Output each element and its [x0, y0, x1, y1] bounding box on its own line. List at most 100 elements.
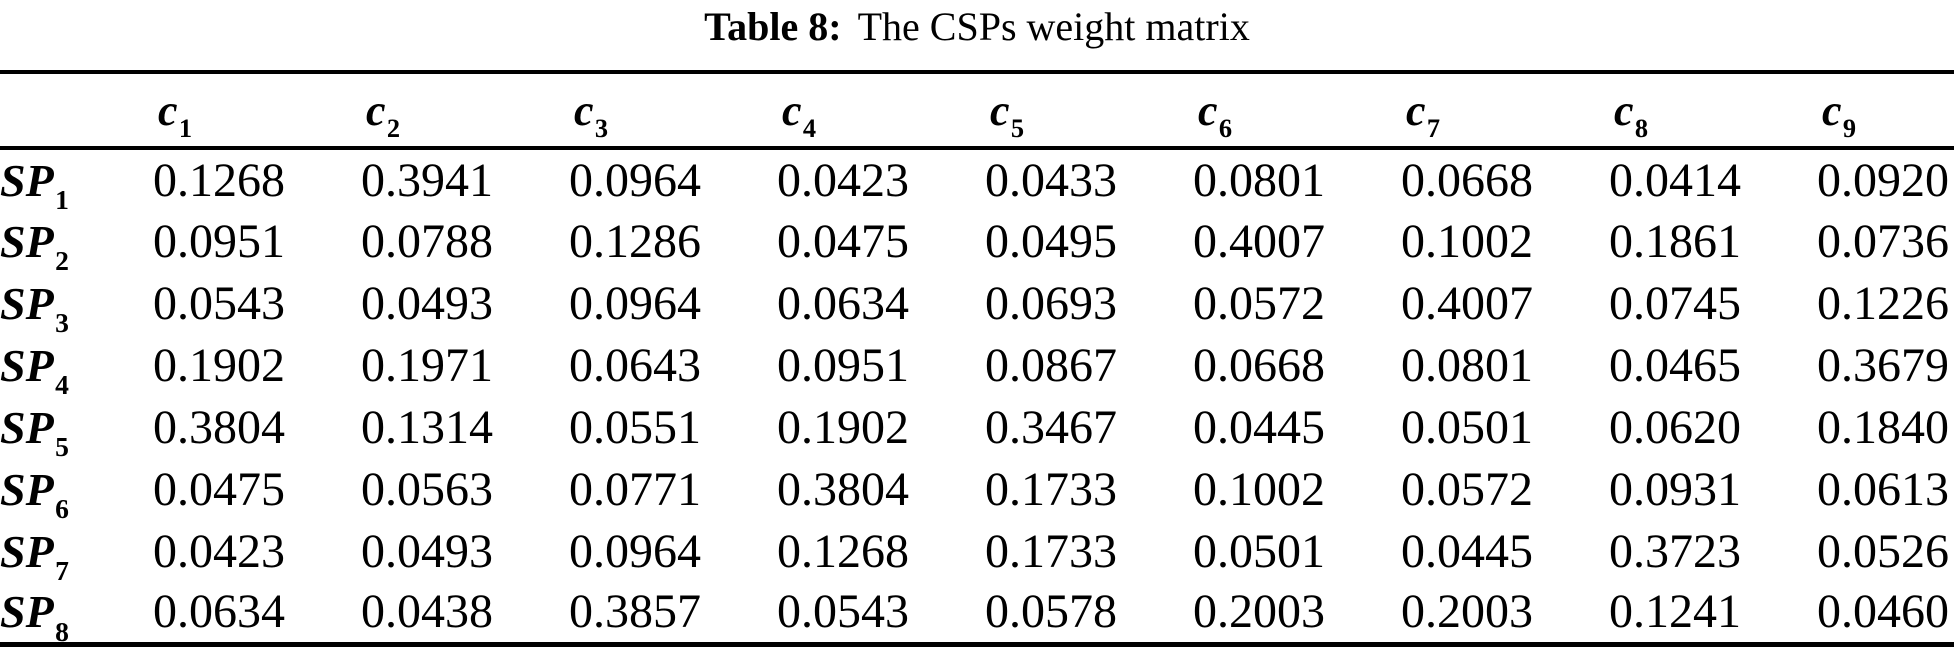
matrix-cell: 0.2003	[1193, 585, 1325, 639]
row-label-SP4: SP4	[0, 339, 69, 400]
matrix-cell: 0.0964	[569, 276, 701, 330]
matrix-cell: 0.0867	[985, 338, 1117, 392]
table-row-SP8: SP8 0.0634 0.0438 0.3857 0.0543 0.0578 0.2003 0…	[0, 582, 1954, 647]
matrix-cell: 0.0745	[1609, 276, 1741, 330]
matrix-cell: 0.1971	[361, 338, 493, 392]
column-header-c4: c4	[782, 85, 817, 144]
matrix-cell: 0.0634	[777, 276, 909, 330]
matrix-cell: 0.1733	[985, 462, 1117, 516]
column-header-c9: c9	[1822, 85, 1857, 144]
matrix-cell: 0.0951	[777, 338, 909, 392]
matrix-cell: 0.0423	[153, 524, 285, 578]
column-header-c8: c8	[1614, 85, 1649, 144]
matrix-cell: 0.0543	[153, 276, 285, 330]
matrix-cell: 0.3723	[1609, 524, 1741, 578]
matrix-cell: 0.0495	[985, 214, 1117, 268]
matrix-cell: 0.0414	[1609, 153, 1741, 207]
matrix-cell: 0.4007	[1193, 214, 1325, 268]
matrix-body: SP1 0.1268 0.3941 0.0964 0.0423 0.0433 0.0801 0…	[0, 148, 1954, 647]
matrix-cell: 0.0433	[985, 153, 1117, 207]
matrix-cell: 0.3941	[361, 153, 493, 207]
table-caption: Table 8: The CSPs weight matrix	[0, 0, 1954, 52]
table-row-SP2: SP2 0.0951 0.0788 0.1286 0.0475 0.0495 0.4007 0…	[0, 210, 1954, 276]
matrix-cell: 0.3804	[153, 400, 285, 454]
matrix-cell: 0.3467	[985, 400, 1117, 454]
matrix-cell: 0.1002	[1401, 214, 1533, 268]
matrix-cell: 0.0931	[1609, 462, 1741, 516]
row-label-SP8: SP8	[0, 586, 69, 647]
matrix-cell: 0.0801	[1401, 338, 1533, 392]
table-row-SP6: SP6 0.0475 0.0563 0.0771 0.3804 0.1733 0.1002 0…	[0, 458, 1954, 524]
row-label-SP1: SP1	[0, 154, 69, 215]
matrix-cell: 0.0526	[1817, 524, 1949, 578]
table-caption-text: The CSPs weight matrix	[857, 4, 1250, 49]
matrix-cell: 0.3804	[777, 462, 909, 516]
matrix-cell: 0.0572	[1401, 462, 1533, 516]
corner-cell	[0, 72, 153, 148]
matrix-cell: 0.0475	[777, 214, 909, 268]
column-header-c7: c7	[1406, 85, 1441, 144]
column-header-c2: c2	[366, 85, 401, 144]
matrix-cell: 0.0951	[153, 214, 285, 268]
matrix-cell: 0.4007	[1401, 276, 1533, 330]
table-row-SP7: SP7 0.0423 0.0493 0.0964 0.1268 0.1733 0.0501 0…	[0, 520, 1954, 585]
row-label-SP2: SP2	[0, 215, 69, 276]
matrix-cell: 0.0445	[1193, 400, 1325, 454]
matrix-cell: 0.0460	[1817, 585, 1949, 639]
matrix-cell: 0.1733	[985, 524, 1117, 578]
matrix-cell: 0.1902	[777, 400, 909, 454]
matrix-cell: 0.0668	[1401, 153, 1533, 207]
matrix-cell: 0.0563	[361, 462, 493, 516]
matrix-cell: 0.1314	[361, 400, 493, 454]
matrix-cell: 0.1840	[1817, 400, 1949, 454]
matrix-cell: 0.0493	[361, 524, 493, 578]
matrix-cell: 0.1268	[153, 153, 285, 207]
column-header-c5: c5	[990, 85, 1025, 144]
matrix-cell: 0.0620	[1609, 400, 1741, 454]
matrix-cell: 0.0475	[153, 462, 285, 516]
matrix-header: c1 c2 c3 c4 c5 c6 c7 c8 c9	[0, 72, 1954, 148]
row-label-SP3: SP3	[0, 277, 69, 338]
table-row-SP5: SP5 0.3804 0.1314 0.0551 0.1902 0.3467 0.0445 0…	[0, 396, 1954, 461]
matrix-cell: 0.0423	[777, 153, 909, 207]
matrix-header-row: c1 c2 c3 c4 c5 c6 c7 c8 c9	[0, 72, 1954, 148]
matrix-cell: 0.0613	[1817, 462, 1949, 516]
matrix-cell: 0.0634	[153, 585, 285, 639]
matrix-cell: 0.1286	[569, 214, 701, 268]
row-label-SP6: SP6	[0, 463, 69, 524]
table-row-SP4: SP4 0.1902 0.1971 0.0643 0.0951 0.0867 0.0668 0…	[0, 334, 1954, 400]
matrix-cell: 0.1241	[1609, 585, 1741, 639]
matrix-cell: 0.0572	[1193, 276, 1325, 330]
matrix-cell: 0.0578	[985, 585, 1117, 639]
matrix-cell: 0.1902	[153, 338, 285, 392]
matrix-cell: 0.0788	[361, 214, 493, 268]
column-header-c1: c1	[158, 85, 193, 144]
matrix-cell: 0.0693	[985, 276, 1117, 330]
table-row-SP3: SP3 0.0543 0.0493 0.0964 0.0634 0.0693 0.0572 0…	[0, 272, 1954, 338]
matrix-cell: 0.2003	[1401, 585, 1533, 639]
matrix-cell: 0.0771	[569, 462, 701, 516]
matrix-cell: 0.1226	[1817, 276, 1949, 330]
matrix-cell: 0.0551	[569, 400, 701, 454]
matrix-cell: 0.0465	[1609, 338, 1741, 392]
matrix-cell: 0.3679	[1817, 338, 1949, 392]
matrix-cell: 0.0643	[569, 338, 701, 392]
matrix-cell: 0.0736	[1817, 214, 1949, 268]
matrix-cell: 0.0501	[1193, 524, 1325, 578]
table-row-SP1: SP1 0.1268 0.3941 0.0964 0.0423 0.0433 0.0801 0…	[0, 148, 1954, 215]
csp-weight-matrix-table: c1 c2 c3 c4 c5 c6 c7 c8 c9 SP1 0.1268 0.3941 0.0964…	[0, 70, 1954, 647]
matrix-cell: 0.0445	[1401, 524, 1533, 578]
matrix-cell: 0.1861	[1609, 214, 1741, 268]
matrix-cell: 0.0501	[1401, 400, 1533, 454]
matrix-cell: 0.1002	[1193, 462, 1325, 516]
matrix-cell: 0.1268	[777, 524, 909, 578]
matrix-cell: 0.0438	[361, 585, 493, 639]
matrix-cell: 0.0543	[777, 585, 909, 639]
matrix-cell: 0.0964	[569, 524, 701, 578]
table-caption-label: Table 8:	[704, 4, 842, 49]
column-header-c3: c3	[574, 85, 609, 144]
matrix-cell: 0.0964	[569, 153, 701, 207]
matrix-cell: 0.3857	[569, 585, 701, 639]
matrix-cell: 0.0493	[361, 276, 493, 330]
